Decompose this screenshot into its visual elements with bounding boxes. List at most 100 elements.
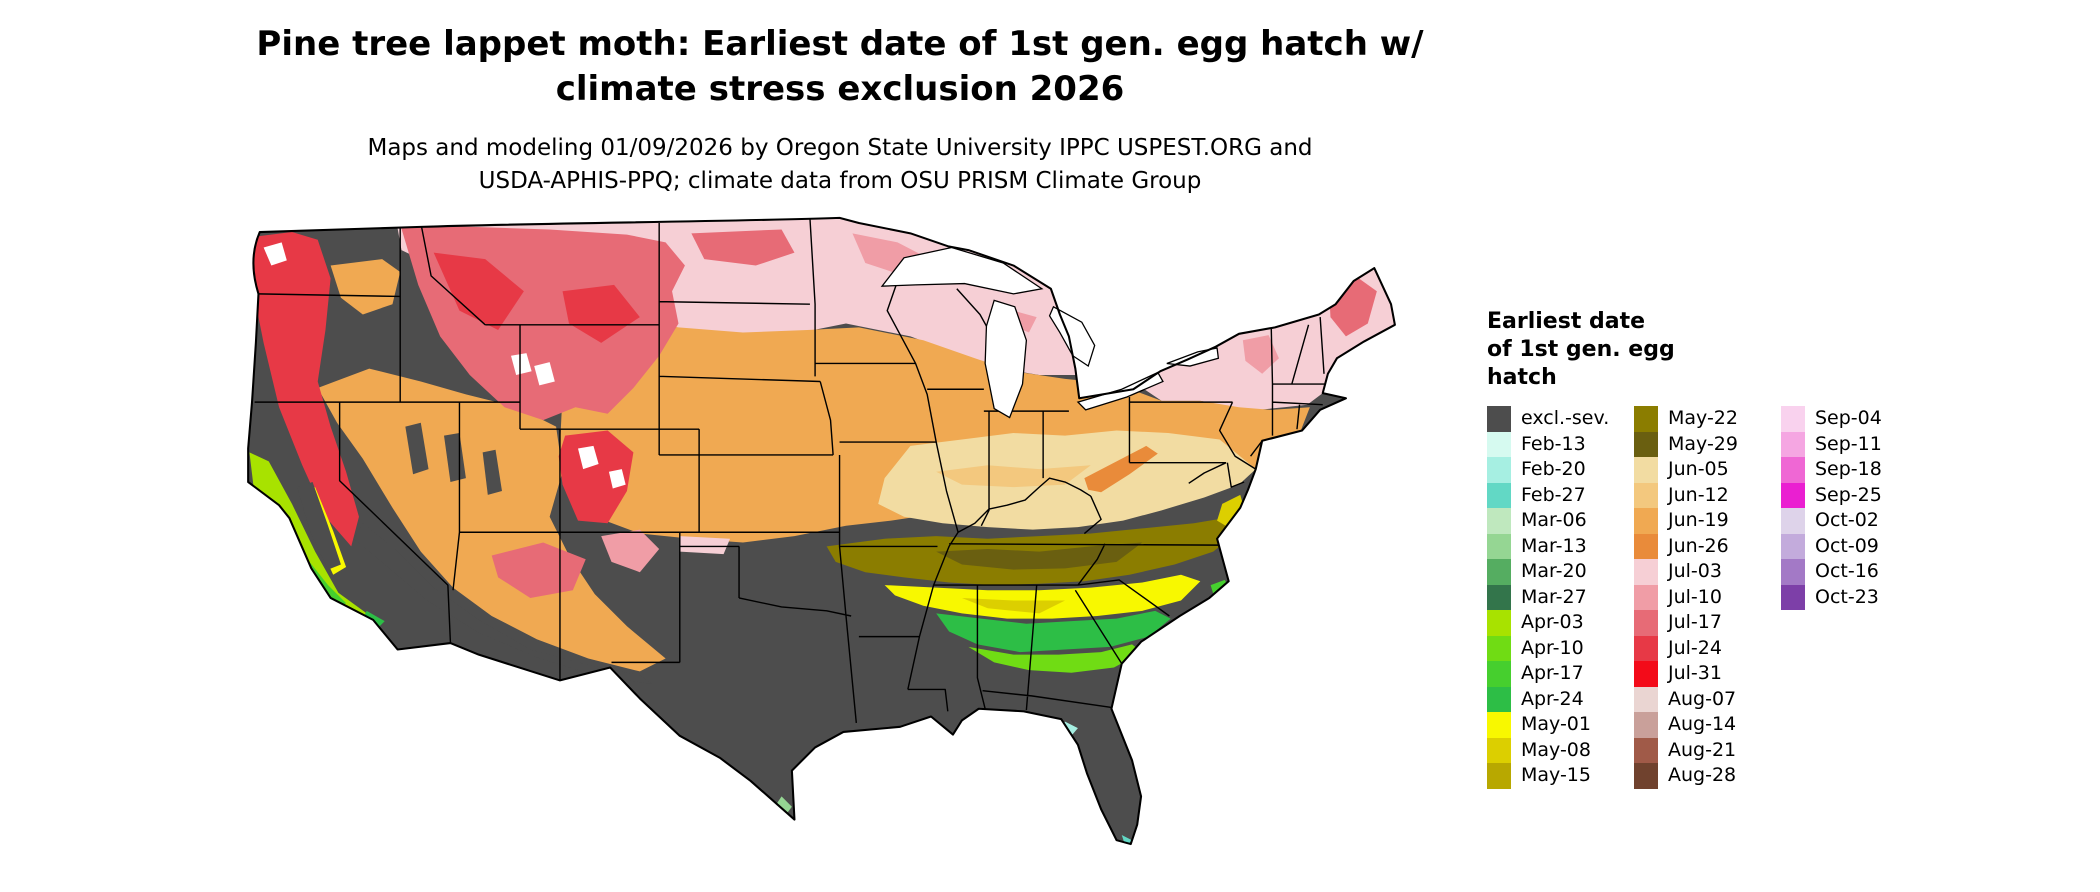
region-east-washington-orange bbox=[330, 259, 401, 315]
legend-entry: Feb-20 bbox=[1487, 457, 1634, 483]
legend-swatch bbox=[1634, 610, 1658, 636]
legend-swatch bbox=[1781, 584, 1805, 611]
legend-swatch bbox=[1634, 457, 1658, 483]
legend-label: Jul-31 bbox=[1668, 662, 1722, 685]
region-great-basin-orange bbox=[317, 368, 666, 672]
region-wheat-accent bbox=[936, 465, 1091, 488]
legend-swatch bbox=[1487, 431, 1511, 458]
legend-label: Jul-03 bbox=[1668, 560, 1722, 583]
legend-label: Jun-12 bbox=[1668, 483, 1729, 506]
state-borders bbox=[254, 217, 1326, 724]
legend-swatch bbox=[1487, 610, 1511, 636]
legend-swatch bbox=[1487, 635, 1511, 662]
legend-swatch bbox=[1487, 457, 1511, 483]
legend-entry: Jul-10 bbox=[1634, 584, 1781, 611]
legend-entry: Apr-10 bbox=[1487, 635, 1634, 662]
legend-swatch bbox=[1487, 482, 1511, 509]
legend-swatch bbox=[1634, 686, 1658, 713]
legend-entry: May-08 bbox=[1487, 737, 1634, 764]
subtitle-line-1: Maps and modeling 01/09/2026 by Oregon S… bbox=[367, 134, 1313, 161]
page-title-line-1: Pine tree lappet moth: Earliest date of … bbox=[256, 24, 1424, 64]
legend-swatch bbox=[1487, 661, 1511, 687]
legend-entry: May-29 bbox=[1634, 431, 1781, 458]
legend-label: Sep-18 bbox=[1815, 458, 1882, 481]
legend-entry: Sep-18 bbox=[1781, 457, 1928, 483]
lake-michigan bbox=[984, 299, 1028, 419]
legend-entry: Apr-24 bbox=[1487, 686, 1634, 713]
legend-label: Jul-10 bbox=[1668, 585, 1722, 608]
legend-label: Feb-13 bbox=[1521, 432, 1586, 455]
legend-entry: Aug-07 bbox=[1634, 686, 1781, 713]
legend-label: Mar-27 bbox=[1521, 585, 1587, 608]
legend-entry: Mar-27 bbox=[1487, 584, 1634, 611]
legend-swatch bbox=[1634, 559, 1658, 585]
legend-entry: Apr-17 bbox=[1487, 661, 1634, 687]
legend-swatch bbox=[1487, 737, 1511, 764]
legend-entry: Feb-27 bbox=[1487, 482, 1634, 509]
legend-title-line-1: Earliest date bbox=[1487, 309, 1646, 334]
legend: Earliest date of 1st gen. egg hatch excl… bbox=[1487, 308, 2047, 789]
legend-swatch bbox=[1487, 686, 1511, 713]
us-outline bbox=[247, 216, 1396, 846]
legend-swatch bbox=[1634, 661, 1658, 687]
legend-swatch bbox=[1634, 406, 1658, 432]
legend-swatch bbox=[1634, 737, 1658, 764]
legend-label: Aug-28 bbox=[1668, 764, 1737, 787]
legend-column-1: excl.-sev. Feb-13 Feb-20 Feb-27 Mar-06 Mar-13… bbox=[1487, 406, 1634, 789]
legend-label: Oct-16 bbox=[1815, 560, 1879, 583]
legend-entry: May-22 bbox=[1634, 406, 1781, 432]
legend-entry: May-15 bbox=[1487, 763, 1634, 789]
legend-entry: Oct-16 bbox=[1781, 559, 1928, 585]
legend-entry: Oct-02 bbox=[1781, 508, 1928, 534]
legend-label: Feb-20 bbox=[1521, 458, 1586, 481]
legend-entry: Jul-31 bbox=[1634, 661, 1781, 687]
legend-entry: Feb-13 bbox=[1487, 431, 1634, 458]
region-cascades-sierra-red bbox=[250, 232, 359, 547]
region-nevada-gray-streak-2 bbox=[444, 433, 466, 482]
legend-label: Aug-14 bbox=[1668, 713, 1737, 736]
legend-entry: Mar-06 bbox=[1487, 508, 1634, 534]
region-rockies-dark-red-1 bbox=[433, 252, 524, 330]
legend-entry: Apr-03 bbox=[1487, 610, 1634, 636]
map-regions bbox=[248, 217, 1395, 845]
legend-swatch bbox=[1634, 431, 1658, 458]
legend-label: Sep-04 bbox=[1815, 407, 1882, 430]
header: Pine tree lappet moth: Earliest date of … bbox=[0, 22, 1680, 198]
legend-entry: May-01 bbox=[1487, 712, 1634, 738]
region-florida-tip-teal bbox=[1121, 835, 1133, 845]
legend-entry: Oct-09 bbox=[1781, 533, 1928, 560]
legend-swatch bbox=[1487, 559, 1511, 585]
legend-swatch bbox=[1487, 763, 1511, 789]
region-piedmont-yellow bbox=[884, 574, 1201, 619]
legend-label: Aug-07 bbox=[1668, 687, 1737, 710]
region-nevada-gray-streak-3 bbox=[482, 449, 502, 495]
legend-label: Jun-05 bbox=[1668, 458, 1729, 481]
region-colorado-white-1 bbox=[578, 445, 599, 470]
legend-entry: Jun-12 bbox=[1634, 482, 1781, 509]
legend-entry: Jun-26 bbox=[1634, 533, 1781, 560]
legend-swatch bbox=[1487, 406, 1511, 432]
legend-title: Earliest date of 1st gen. egg hatch bbox=[1487, 308, 2047, 392]
legend-label: Jul-17 bbox=[1668, 611, 1722, 634]
legend-label: Jun-26 bbox=[1668, 534, 1729, 557]
region-appalachian-orange-ridge bbox=[1084, 445, 1158, 493]
legend-label: Apr-10 bbox=[1521, 636, 1584, 659]
legend-swatch bbox=[1781, 559, 1805, 585]
region-southeast-green bbox=[936, 610, 1171, 653]
legend-label: May-01 bbox=[1521, 713, 1591, 736]
region-california-coast-yellowgreen bbox=[249, 452, 367, 627]
legend-label: Oct-02 bbox=[1815, 509, 1879, 532]
legend-label: excl.-sev. bbox=[1521, 407, 1610, 430]
legend-entry: Aug-21 bbox=[1634, 737, 1781, 764]
legend-entry: Mar-20 bbox=[1487, 559, 1634, 585]
subtitle-line-2: USDA-APHIS-PPQ; climate data from OSU PR… bbox=[478, 168, 1202, 195]
region-yellow-accent bbox=[961, 597, 1066, 614]
lake-huron bbox=[1048, 305, 1096, 368]
legend-swatch bbox=[1634, 635, 1658, 662]
region-adirondacks-red bbox=[1242, 335, 1279, 374]
legend-label: May-29 bbox=[1668, 432, 1738, 455]
legend-swatch bbox=[1487, 584, 1511, 611]
legend-swatch bbox=[1634, 508, 1658, 534]
legend-swatch bbox=[1781, 431, 1805, 458]
